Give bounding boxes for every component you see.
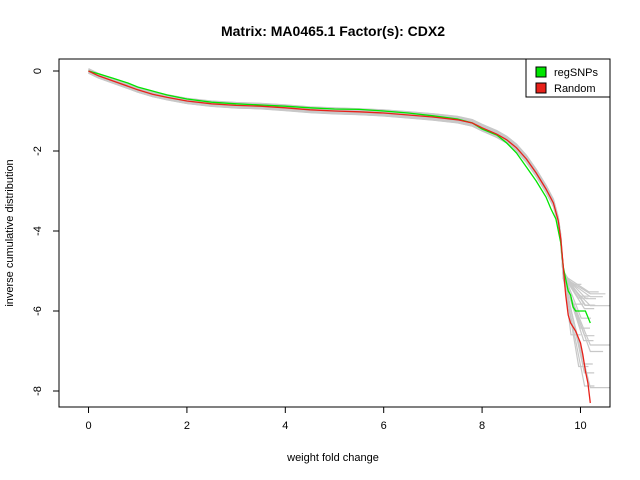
chart-title: Matrix: MA0465.1 Factor(s): CDX2 (221, 23, 445, 39)
background-curve (88, 68, 596, 306)
background-curve (88, 69, 589, 299)
x-tick-label: 10 (574, 420, 586, 432)
x-tick-label: 8 (479, 420, 485, 432)
legend-swatch-regsnps (535, 66, 547, 78)
x-axis-title: weight fold change (286, 452, 379, 464)
legend-swatch-random (535, 82, 547, 94)
y-axis-title: inverse cumulative distribution (4, 159, 16, 306)
background-curve (88, 70, 582, 285)
background-curve (88, 69, 583, 305)
y-tick-label: -4 (32, 226, 44, 236)
y-axis: 0 -2 -4 -6 -8 (32, 68, 60, 396)
background-curve (88, 70, 591, 297)
x-tick-label: 2 (184, 420, 190, 432)
x-tick-label: 6 (381, 420, 387, 432)
legend-box (525, 58, 611, 98)
legend: regSNPs Random (525, 58, 611, 98)
series-line-regsnps (88, 70, 591, 324)
x-tick-label: 0 (85, 420, 91, 432)
background-curve (88, 70, 596, 300)
x-tick-label: 4 (282, 420, 288, 432)
series-layer (88, 70, 591, 404)
legend-label-random: Random (554, 83, 596, 95)
series-line-random (88, 70, 591, 404)
random-background-curves (88, 68, 610, 389)
background-curve (88, 71, 606, 295)
background-curve (88, 70, 595, 374)
y-tick-label: 0 (32, 68, 44, 74)
x-axis: 0 2 4 6 8 10 (85, 406, 587, 432)
background-curve (88, 70, 595, 310)
background-curve (88, 68, 590, 329)
y-tick-label: -2 (32, 146, 44, 156)
background-curve (88, 70, 599, 293)
y-tick-label: -8 (32, 386, 44, 396)
background-curve (88, 68, 595, 306)
background-curve (88, 72, 610, 389)
background-curve (88, 71, 603, 298)
background-curve (88, 69, 591, 319)
background-curve (88, 72, 595, 387)
y-tick-label: -6 (32, 306, 44, 316)
legend-label-regsnps: regSNPs (554, 67, 599, 79)
background-curve (88, 70, 589, 368)
